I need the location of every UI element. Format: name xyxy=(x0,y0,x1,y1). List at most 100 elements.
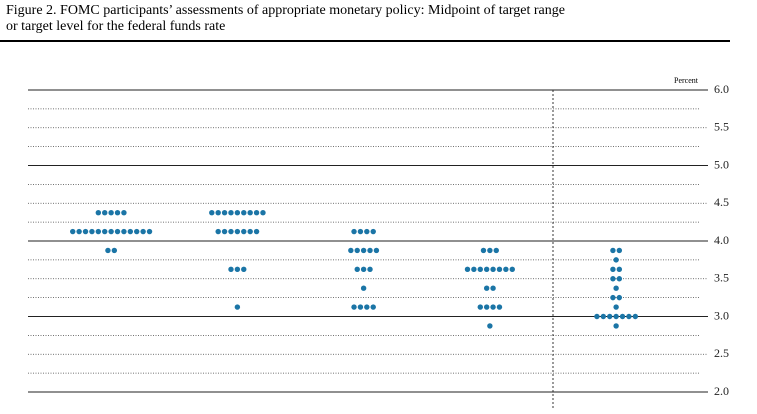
dot xyxy=(105,247,111,254)
dot xyxy=(607,313,613,320)
dot xyxy=(348,247,354,254)
dot xyxy=(509,266,515,273)
y-tick-label: 5.5 xyxy=(714,120,729,134)
dot xyxy=(613,257,619,263)
y-tick-label: 4.0 xyxy=(714,233,729,247)
dot xyxy=(370,304,376,310)
dot xyxy=(483,285,490,291)
dot xyxy=(626,313,632,320)
dot xyxy=(241,209,247,216)
dot xyxy=(228,266,234,273)
dot xyxy=(613,313,619,320)
y-tick-label: 4.5 xyxy=(714,195,729,209)
dot xyxy=(600,313,607,320)
dot xyxy=(102,228,108,235)
dot xyxy=(616,266,623,273)
chart-title: or target level for the federal funds ra… xyxy=(6,19,225,34)
dot xyxy=(351,228,357,235)
y-tick-label: 6.0 xyxy=(714,82,729,96)
dot xyxy=(367,247,373,254)
dot xyxy=(260,209,266,216)
dot xyxy=(360,247,367,254)
dot xyxy=(241,266,247,273)
dot xyxy=(228,228,234,235)
dot xyxy=(477,266,483,273)
dot xyxy=(253,228,260,235)
dot xyxy=(487,323,493,329)
dot xyxy=(610,294,616,301)
dot xyxy=(215,228,221,235)
dot xyxy=(234,209,241,216)
dot xyxy=(487,247,493,254)
dot xyxy=(373,247,380,254)
dot xyxy=(108,209,114,216)
dot xyxy=(616,294,623,301)
dot xyxy=(89,228,95,235)
y-tick-label: 3.5 xyxy=(714,271,729,285)
dot xyxy=(367,266,373,273)
unit-label: Percent xyxy=(674,76,699,85)
dot xyxy=(490,266,496,273)
dot xyxy=(241,228,247,235)
dot xyxy=(360,285,367,291)
dot xyxy=(503,266,509,273)
dot xyxy=(76,228,82,235)
dot xyxy=(127,228,134,235)
dot xyxy=(613,285,619,291)
dot xyxy=(632,313,639,320)
dot xyxy=(102,209,108,216)
dot xyxy=(253,209,260,216)
dot xyxy=(95,209,102,216)
y-tick-label: 2.5 xyxy=(714,346,729,360)
dot xyxy=(370,228,376,235)
dot xyxy=(364,228,370,235)
dot xyxy=(234,304,241,310)
y-tick-label: 3.0 xyxy=(714,308,729,322)
dot xyxy=(493,247,499,254)
y-tick-label: 5.0 xyxy=(714,157,729,171)
dot xyxy=(360,266,367,273)
dot xyxy=(351,304,357,310)
dot xyxy=(140,228,146,235)
dot xyxy=(247,228,253,235)
dot xyxy=(121,228,127,235)
dot xyxy=(228,209,234,216)
dot xyxy=(490,304,496,310)
dot xyxy=(364,304,370,310)
dot xyxy=(490,285,496,291)
dot xyxy=(619,313,626,320)
dot xyxy=(616,247,623,254)
dot xyxy=(221,209,228,216)
dot xyxy=(221,228,228,235)
dot xyxy=(209,209,215,216)
dot xyxy=(477,304,483,310)
dot xyxy=(70,228,76,235)
dot xyxy=(496,266,503,273)
dot xyxy=(247,209,253,216)
dot xyxy=(111,247,118,254)
dot xyxy=(471,266,477,273)
dot xyxy=(483,304,490,310)
dot xyxy=(357,228,364,235)
dot xyxy=(121,209,127,216)
dot xyxy=(610,266,616,273)
dot xyxy=(82,228,89,235)
dot xyxy=(610,247,616,254)
dot xyxy=(146,228,153,235)
dot xyxy=(496,304,503,310)
dot xyxy=(114,209,121,216)
dot xyxy=(114,228,121,235)
dot xyxy=(215,209,221,216)
chart-title: Figure 2. FOMC participants’ assessments… xyxy=(6,3,565,18)
dot xyxy=(594,313,600,320)
dot xyxy=(357,304,364,310)
dot xyxy=(613,323,619,329)
dot xyxy=(613,304,619,310)
dot xyxy=(354,266,360,273)
dot xyxy=(464,266,471,273)
dot xyxy=(108,228,114,235)
dot xyxy=(616,276,623,282)
y-tick-label: 2.0 xyxy=(714,384,729,398)
dot xyxy=(95,228,102,235)
